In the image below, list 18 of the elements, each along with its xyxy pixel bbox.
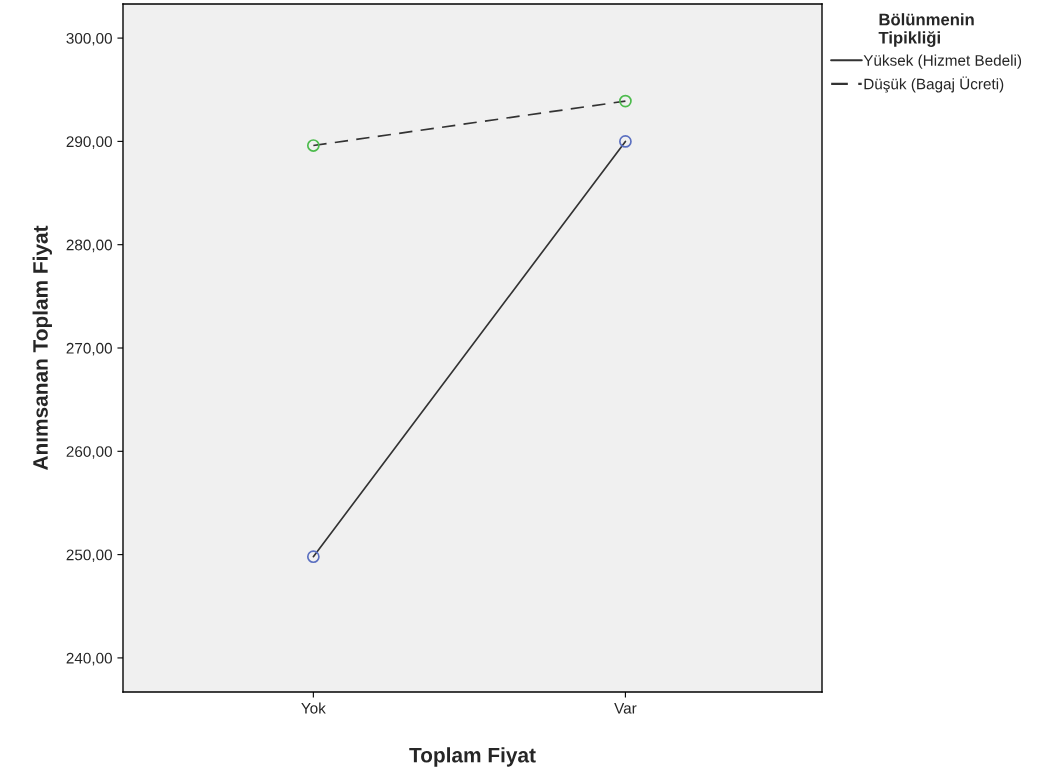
- y-tick-label: 250,00: [66, 549, 112, 563]
- y-tick-label: 260,00: [66, 446, 112, 459]
- y-axis-title: Anımsanan Toplam Fiyat: [32, 225, 52, 470]
- y-tick-label: 290,00: [66, 136, 112, 149]
- legend-label: Yüksek (Hizmet Bedeli): [863, 54, 1022, 69]
- point: [306, 550, 320, 564]
- point: [306, 139, 320, 152]
- legend-label: Düşük (Bagaj Ücreti): [864, 76, 1004, 93]
- x-axis-title: Toplam Fiyat: [409, 747, 536, 767]
- legend-title: Bölünmenin Tipikliği: [878, 13, 974, 47]
- y-tick-label: 240,00: [66, 652, 112, 666]
- point: [619, 135, 632, 148]
- point: [619, 94, 632, 108]
- x-tick-label: Var: [614, 702, 637, 714]
- x-tick-label: Yok: [301, 702, 326, 714]
- y-tick-label: 300,00: [66, 32, 112, 46]
- y-tick-label: 270,00: [66, 342, 112, 356]
- y-tick-label: 280,00: [66, 239, 112, 253]
